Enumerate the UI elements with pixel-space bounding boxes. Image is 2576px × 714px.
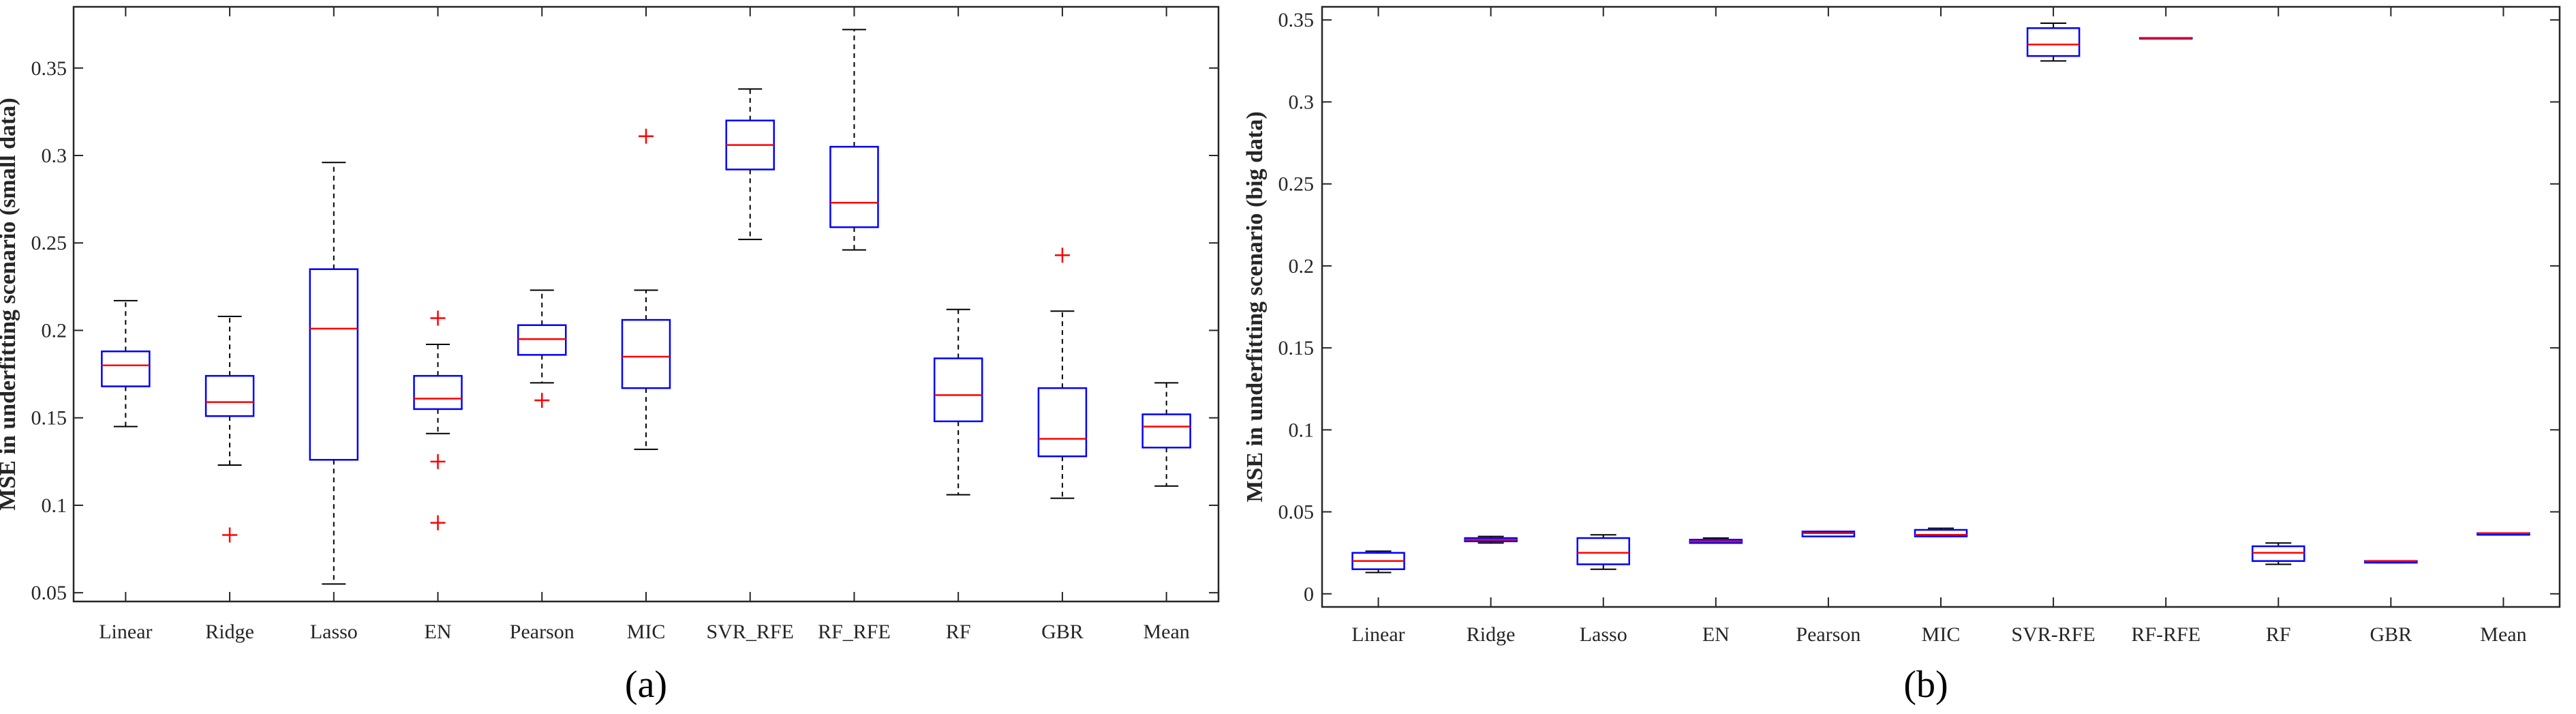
panel-b-ytick-label: 0.15 bbox=[1278, 337, 1315, 359]
panel-b-ytick-label: 0.2 bbox=[1289, 255, 1315, 278]
panel-a-outlier bbox=[222, 527, 238, 543]
panel-a-xtick-label: Lasso bbox=[310, 621, 358, 643]
panel-a-outlier bbox=[430, 515, 446, 531]
panel-b-xtick-label: EN bbox=[1702, 623, 1730, 646]
panel-a-ytick-label: 0.35 bbox=[31, 57, 67, 80]
panel-b-ytick-label: 0.35 bbox=[1278, 9, 1315, 31]
panel-a-box bbox=[309, 268, 359, 461]
panel-b-ytick-label: 0 bbox=[1304, 583, 1314, 606]
panel-b-xtick-label: SVR-RFE bbox=[2011, 623, 2095, 646]
panel-b-xtick-label: RF bbox=[2266, 623, 2291, 646]
panel-a-xtick-label: RF bbox=[946, 621, 971, 643]
panel-a-boxplot: 0.05 0.1 0.15 0.2 0.25 0.3 0.35 Linear Ridge Lass… bbox=[0, 5, 1220, 706]
panel-b-box bbox=[1914, 529, 1968, 537]
panel-a-xtick-label: Mean bbox=[1143, 621, 1189, 643]
panel-b-caption: (b) bbox=[1903, 664, 1948, 706]
panel-a-outlier bbox=[534, 393, 550, 408]
panel-a-box bbox=[517, 324, 567, 356]
panel-b-axes-box bbox=[1321, 5, 2561, 608]
panel-a-box bbox=[1037, 387, 1088, 458]
panel-a-ylabel: MSE in underfitting scenario (small data… bbox=[0, 98, 20, 510]
panel-b-box bbox=[2026, 27, 2081, 57]
panel-b-xtick-label: Linear bbox=[1351, 623, 1405, 646]
panel-b-xtick-label: GBR bbox=[2370, 623, 2412, 646]
panel-b-xtick-label: Lasso bbox=[1580, 623, 1627, 646]
panel-b-ytick-label: 0.3 bbox=[1289, 91, 1315, 113]
panel-a-marks: 0.05 0.1 0.15 0.2 0.25 0.3 0.35 Linear Ridge Lass… bbox=[31, 7, 1218, 643]
panel-a-box bbox=[933, 357, 983, 423]
panel-b-xtick-label: MIC bbox=[1922, 623, 1961, 646]
panel-a-ytick-label: 0.2 bbox=[42, 319, 67, 342]
panel-a-box bbox=[204, 374, 255, 417]
panel-a-box bbox=[621, 318, 671, 389]
panel-b-boxplot: 0 0.05 0.1 0.15 0.2 0.25 0.3 0.35 Linear Ridge Las… bbox=[1242, 5, 2561, 706]
panel-a-outlier bbox=[1054, 248, 1070, 263]
panel-a-xtick-label: Ridge bbox=[205, 621, 254, 643]
panel-b-xtick-label: Ridge bbox=[1467, 623, 1516, 646]
panel-b-ytick-label: 0.1 bbox=[1289, 419, 1315, 441]
panel-b-xtick-label: Pearson bbox=[1796, 623, 1860, 646]
panel-a-xtick-label: RF_RFE bbox=[818, 621, 891, 643]
panel-a-outlier bbox=[430, 453, 446, 469]
panel-a-xtick-label: SVR_RFE bbox=[707, 621, 794, 643]
panel-a-ytick-label: 0.3 bbox=[42, 145, 67, 167]
panel-a-box bbox=[101, 350, 151, 387]
panel-a-xtick-label: Linear bbox=[99, 621, 152, 643]
panel-b-xtick-label: Mean bbox=[2480, 623, 2526, 646]
panel-a-ytick-label: 0.15 bbox=[31, 407, 67, 430]
panel-a-ytick-label: 0.05 bbox=[31, 582, 67, 604]
panel-b-box bbox=[1576, 537, 1630, 565]
panel-b-marks: 0 0.05 0.1 0.15 0.2 0.25 0.3 0.35 Linear Ridge Las… bbox=[1278, 7, 2560, 646]
panel-a-xtick-label: EN bbox=[425, 621, 452, 643]
panel-a-xtick-label: MIC bbox=[627, 621, 666, 643]
panel-b-ytick-label: 0.05 bbox=[1278, 501, 1315, 524]
panel-a-box bbox=[829, 145, 879, 228]
panel-a-outlier bbox=[430, 310, 446, 326]
panel-b-xtick-label: RF-RFE bbox=[2131, 623, 2201, 646]
panel-a-box bbox=[1141, 413, 1191, 449]
panel-a-xtick-label: GBR bbox=[1041, 621, 1084, 643]
panel-b-ytick-label: 0.25 bbox=[1278, 173, 1315, 196]
panel-a-caption: (a) bbox=[625, 664, 667, 706]
panel-a-outlier bbox=[639, 128, 654, 144]
panel-a-ytick-label: 0.25 bbox=[31, 232, 67, 254]
panel-a-axes-box bbox=[72, 5, 1220, 603]
panel-b-ylabel: MSE in underfitting scenario (big data) bbox=[1242, 111, 1268, 502]
panel-a-ytick-label: 0.1 bbox=[42, 494, 67, 517]
panel-a-box bbox=[413, 374, 463, 411]
panel-a-xtick-label: Pearson bbox=[510, 621, 574, 643]
